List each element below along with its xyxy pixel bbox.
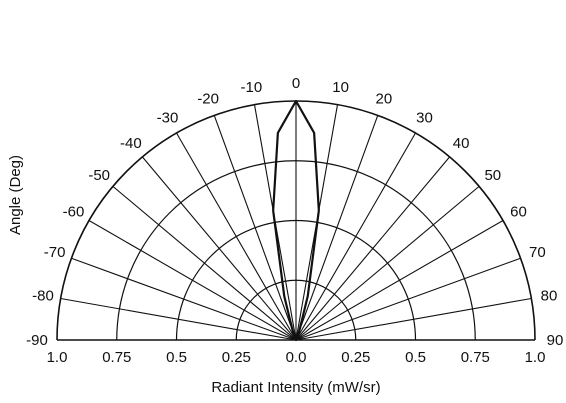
angle-tick-label: 50 <box>484 167 501 184</box>
radial-tick-label: 0.5 <box>166 349 187 366</box>
angle-tick-label: 30 <box>416 110 433 127</box>
angle-tick-label: 0 <box>292 75 300 92</box>
angle-tick-label: -70 <box>44 244 66 261</box>
radial-tick-label: 0.75 <box>102 349 131 366</box>
angle-tick-label: -20 <box>197 91 219 108</box>
radial-tick-label: 0.25 <box>222 349 251 366</box>
angle-tick-label: 80 <box>541 287 558 304</box>
x-axis-title: Radiant Intensity (mW/sr) <box>211 379 380 396</box>
radial-tick-label: 0.25 <box>341 349 370 366</box>
radial-tick-label: 0.75 <box>461 349 490 366</box>
angle-tick-label: -30 <box>157 110 179 127</box>
angle-tick-label: -90 <box>26 332 48 349</box>
angle-tick-label: 40 <box>453 135 470 152</box>
radial-tick-labels: 1.0 0.75 0.5 0.25 0.0 0.25 0.5 0.75 1.0 <box>47 349 546 366</box>
angle-tick-labels: -90 -80 -70 -60 -50 -40 -30 -20 -10 0 10 20 30 40 50 60… <box>26 75 563 349</box>
angle-tick-label: -60 <box>63 204 85 221</box>
angle-tick-label: 10 <box>332 79 349 96</box>
angle-tick-label: 20 <box>376 91 393 108</box>
radial-tick-label: 0.5 <box>405 349 426 366</box>
angle-tick-label: 70 <box>529 244 546 261</box>
y-axis-title: Angle (Deg) <box>7 155 24 235</box>
radial-tick-label: 0.0 <box>286 349 307 366</box>
angle-tick-label: 90 <box>547 332 564 349</box>
angle-tick-label: 60 <box>510 204 527 221</box>
angle-tick-label: -40 <box>120 135 142 152</box>
radial-tick-label: 1.0 <box>525 349 546 366</box>
angle-tick-label: -80 <box>32 287 54 304</box>
radial-tick-label: 1.0 <box>47 349 68 366</box>
angle-tick-label: -10 <box>241 79 263 96</box>
angle-tick-label: -50 <box>88 167 110 184</box>
